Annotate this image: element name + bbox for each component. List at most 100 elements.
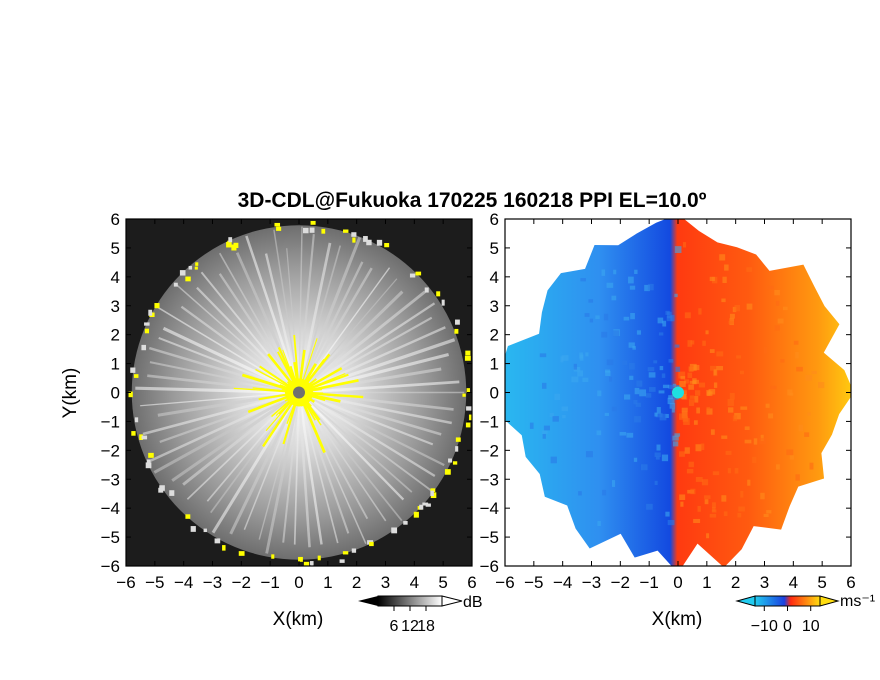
velocity-texture-pixel	[774, 289, 780, 296]
x-tick-label: −3	[582, 573, 601, 592]
clutter-pixel	[419, 504, 424, 510]
clutter-pixel	[309, 227, 315, 233]
clutter-pixel	[271, 554, 275, 559]
velocity-texture-pixel	[605, 369, 611, 373]
velocity-texture-pixel	[716, 351, 724, 357]
velocity-texture-pixel	[543, 425, 550, 431]
velocity-texture-pixel	[549, 412, 554, 418]
velocity-texture-pixel	[648, 372, 656, 378]
velocity-texture-pixel	[613, 330, 620, 337]
clutter-pixel	[195, 262, 199, 266]
velocity-texture-pixel	[645, 393, 652, 398]
velocity-texture-pixel	[648, 387, 656, 392]
velocity-texture-pixel	[612, 480, 616, 487]
clutter-pixel	[343, 229, 349, 233]
colorbar-low-arrow	[735, 595, 756, 607]
reflectivity-ray	[153, 391, 300, 474]
clutter-pixel	[169, 490, 175, 496]
reflectivity-ray	[142, 391, 300, 436]
velocity-texture-pixel	[665, 511, 670, 517]
clutter-pixel	[185, 276, 191, 282]
velocity-texture-pixel	[611, 406, 617, 412]
velocity-texture-pixel	[629, 375, 634, 380]
velocity-colorbar: −10 0 10 ms⁻¹	[735, 593, 875, 635]
clutter-pixel	[321, 228, 326, 234]
velocity-texture-pixel	[529, 422, 534, 429]
velocity-texture-pixel	[753, 438, 758, 445]
clutter-pixel	[352, 237, 356, 243]
velocity-texture-pixel	[541, 382, 547, 389]
y-tick-label: 6	[490, 210, 499, 229]
velocity-texture-pixel	[759, 437, 766, 445]
x-tick-label: −4	[553, 573, 572, 592]
velocity-texture-pixel	[688, 384, 694, 390]
velocity-texture-pixel	[647, 367, 655, 372]
colorbar-tick-label: 18	[417, 618, 435, 635]
velocity-texture-pixel	[636, 380, 643, 387]
velocity-texture-pixel	[579, 354, 584, 361]
velocity-texture-pixel	[669, 403, 676, 409]
velocity-texture-pixel	[679, 451, 685, 457]
velocity-texture-pixel	[578, 491, 582, 496]
velocity-texture-pixel	[796, 366, 803, 372]
velocity-texture-pixel	[609, 376, 613, 382]
velocity-texture-pixel	[589, 318, 594, 323]
left-y-axis: −6 −5 −4 −3 −2 −1 0 1 2 3 4 5 6	[101, 210, 472, 576]
velocity-texture-pixel	[706, 408, 713, 415]
velocity-texture-pixel	[732, 415, 738, 422]
clutter-pixel	[465, 350, 471, 356]
velocity-texture-pixel	[697, 505, 701, 512]
x-tick-label: 6	[846, 573, 855, 592]
colorbar-low-arrow	[358, 596, 378, 606]
clutter-pixel	[462, 393, 466, 397]
velocity-texture-pixel	[712, 471, 720, 476]
reflectivity-ray	[158, 307, 300, 394]
velocity-texture-pixel	[604, 412, 609, 416]
reflectivity-panel: −6 −5 −4 −3 −2 −1 0 1 2 3 4 5 6 −6−5−4−3−2−10123456 …	[60, 210, 477, 630]
velocity-texture-pixel	[728, 407, 734, 413]
velocity-texture-pixel	[724, 264, 729, 271]
velocity-texture-pixel	[629, 285, 636, 290]
y-tick-label: −3	[101, 470, 120, 489]
velocity-texture-pixel	[775, 300, 780, 306]
colorbar-gradient	[754, 595, 821, 607]
velocity-texture-pixel	[601, 331, 608, 338]
velocity-texture-pixel	[667, 397, 675, 405]
velocity-texture-pixel	[668, 395, 673, 400]
clutter-pixel	[298, 556, 303, 562]
clutter-rim	[128, 220, 472, 566]
velocity-texture-pixel	[665, 413, 669, 418]
velocity-texture-pixel	[704, 499, 709, 505]
y-tick-label: 2	[490, 326, 499, 345]
clutter-pixel	[274, 222, 281, 227]
reflectivity-ray	[298, 290, 426, 394]
velocity-texture-pixel	[667, 519, 675, 526]
x-tick-label: −5	[524, 573, 543, 592]
colorbar-tick-label: −10	[751, 618, 778, 635]
velocity-texture-pixel	[747, 479, 751, 486]
reflectivity-ray	[149, 361, 300, 394]
x-tick-label: −4	[174, 573, 193, 592]
velocity-texture-pixel	[695, 476, 703, 482]
colorbar-unit: ms⁻¹	[840, 593, 875, 610]
colorbar-ticks: −10 0 10	[751, 606, 820, 635]
clutter-pixel	[409, 273, 416, 278]
velocity-texture-pixel	[709, 349, 715, 353]
reflectivity-ray	[229, 391, 301, 535]
clutter-pixel	[466, 388, 470, 393]
clutter-pixel	[455, 437, 461, 442]
velocity-texture-pixel	[734, 412, 741, 420]
velocity-texture-pixel	[628, 276, 634, 284]
velocity-texture-pixel	[805, 374, 813, 381]
clutter-pixel	[214, 538, 221, 544]
velocity-texture-pixel	[623, 316, 630, 321]
clutter-pixel	[351, 548, 357, 553]
clutter-pixel	[203, 528, 207, 533]
clutter-pixel	[424, 287, 429, 293]
velocity-texture-pixel	[606, 282, 614, 288]
velocity-texture-pixel	[611, 295, 617, 301]
velocity-texture-pixel	[666, 311, 672, 319]
clutter-pixel	[430, 488, 436, 493]
clutter-pixel	[309, 561, 314, 565]
